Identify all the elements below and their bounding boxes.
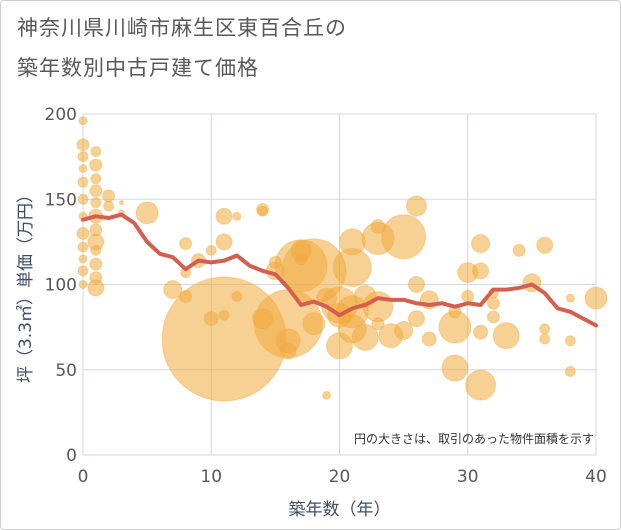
x-tick-label: 40 <box>585 467 607 487</box>
bubble-point <box>77 151 89 163</box>
bubble-point <box>351 323 379 351</box>
y-axis-label: 坪（3.3㎡）単価（万円） <box>16 186 36 383</box>
y-tick-label: 100 <box>45 276 77 296</box>
bubble-point <box>486 296 500 310</box>
bubble-point <box>89 158 103 172</box>
bubble-point <box>215 207 233 225</box>
bubble-point <box>89 271 103 285</box>
bubble-point <box>89 257 103 271</box>
bubble-point <box>89 184 103 198</box>
bubble-point <box>322 390 332 400</box>
bubble-point <box>252 308 274 330</box>
bubble-point <box>584 286 608 310</box>
bubble-point <box>405 195 427 217</box>
bubble-point <box>294 252 308 266</box>
bubble-point <box>564 335 576 347</box>
bubble-point <box>539 333 551 345</box>
bubble-point <box>78 164 88 174</box>
bubble-point <box>338 228 366 256</box>
y-tick-label: 0 <box>66 446 77 466</box>
bubble-point <box>302 312 326 336</box>
x-tick-label: 20 <box>329 467 351 487</box>
bubble-point <box>486 310 500 324</box>
bubble-size-note: 円の大きさは、取引のあった物件面積を示す <box>354 431 594 446</box>
chart-title-line1: 神奈川県川崎市麻生区東百合丘の <box>17 16 347 40</box>
bubble-point <box>539 323 551 335</box>
bubble-point <box>90 244 102 256</box>
bubble-point <box>512 243 526 257</box>
bubble-point <box>78 116 88 126</box>
bubble-point <box>90 173 102 185</box>
x-tick-labels: 0 10 20 30 40 <box>78 467 607 487</box>
chart-title-line2: 築年数別中古戸建て価格 <box>17 56 259 80</box>
bubble-point <box>102 189 116 203</box>
bubble-point <box>232 211 242 221</box>
bubble-point <box>205 244 217 256</box>
bubble-point <box>179 237 193 251</box>
bubble-point <box>78 254 88 264</box>
bubble-point <box>77 265 89 277</box>
bubble-point <box>465 369 497 401</box>
bubble-point <box>257 205 269 217</box>
bubble-point <box>77 193 89 205</box>
bubble-point <box>231 290 243 302</box>
y-tick-labels: 0 50 100 150 200 <box>45 105 77 466</box>
bubble-point <box>179 289 193 303</box>
bubble-point <box>421 331 437 347</box>
bubble-point <box>90 146 102 158</box>
bubble-point <box>118 200 124 206</box>
bubble-point <box>371 317 385 331</box>
y-tick-label: 200 <box>45 105 77 125</box>
trend-line <box>81 212 598 328</box>
bubble-point <box>163 280 183 300</box>
bubble-point <box>218 309 230 321</box>
bubble-point <box>279 342 297 360</box>
bubble-point <box>76 226 90 240</box>
bubble-point <box>215 233 233 251</box>
bubble-point <box>89 223 103 237</box>
bubble-point <box>536 236 554 254</box>
x-axis-label: 築年数（年） <box>289 500 391 520</box>
bubble-point <box>492 322 520 350</box>
bubble-point <box>564 365 576 377</box>
bubble-point <box>90 197 102 209</box>
bubble-point <box>203 311 219 327</box>
bubble-point <box>77 176 89 188</box>
bubble-point <box>565 293 575 303</box>
bubble-point <box>77 241 89 253</box>
y-tick-label: 150 <box>45 190 77 210</box>
bubble-point <box>268 255 282 269</box>
bubble-point <box>326 332 353 360</box>
bubble-series <box>76 116 608 402</box>
bubble-point <box>472 262 490 280</box>
bubble-point <box>78 280 88 289</box>
bubble-point <box>103 200 115 212</box>
bubble-point <box>407 276 425 293</box>
bubble-point <box>471 234 491 254</box>
bubble-point <box>461 289 475 303</box>
bubble-point <box>370 219 386 235</box>
bubble-point <box>76 138 90 152</box>
bubble-point <box>135 201 159 225</box>
bubble-point <box>394 321 414 341</box>
x-tick-label: 30 <box>457 467 479 487</box>
y-tick-label: 50 <box>55 361 77 381</box>
x-tick-label: 0 <box>78 467 89 487</box>
bubble-point <box>441 354 469 382</box>
bubble-point <box>407 310 425 328</box>
bubble-point <box>473 324 489 340</box>
x-tick-label: 10 <box>200 467 222 487</box>
